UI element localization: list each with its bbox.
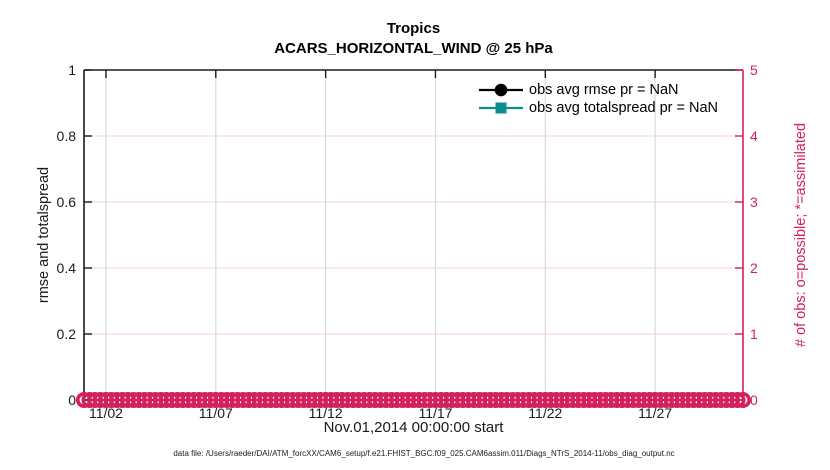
obs-count-marker — [729, 391, 746, 408]
obs-count-marker — [734, 391, 751, 408]
y-right-tick-label: 3 — [750, 194, 758, 210]
y-left-tick-label: 1 — [68, 62, 76, 78]
circle-marker-icon — [494, 83, 508, 97]
x-tick-label: 11/22 — [528, 405, 563, 421]
y-left-tick-label: 0.2 — [56, 326, 76, 342]
plot-variable-title: ACARS_HORIZONTAL_WIND @ 25 hPa — [274, 40, 553, 57]
x-tick-label: 11/27 — [638, 405, 673, 421]
rmse-marker-icon — [479, 83, 523, 97]
y-left-tick-label: 0 — [68, 392, 76, 408]
y-right-tick-label: 0 — [750, 392, 758, 408]
y-left-tick-label: 0.8 — [56, 128, 76, 144]
x-tick-label: 11/17 — [418, 405, 453, 421]
totalspread-marker-icon — [479, 102, 523, 114]
square-marker-icon — [495, 102, 507, 114]
y-right-tick-label: 4 — [750, 128, 758, 144]
y-left-axis-label: rmse and totalspread — [36, 166, 52, 304]
y-right-axis-label: # of obs: o=possible; *=assimilated — [793, 122, 809, 348]
y-right-tick-label: 2 — [750, 260, 758, 276]
plot-region-title: Tropics — [386, 20, 441, 37]
x-tick-label: 11/07 — [198, 405, 233, 421]
x-axis-label: Nov.01,2014 00:00:00 start — [323, 419, 504, 436]
legend-item-rmse: obs avg rmse pr = NaN — [477, 81, 679, 99]
legend-label-totalspread: obs avg totalspread pr = NaN — [529, 100, 719, 116]
y-left-tick-label: 0.6 — [56, 194, 76, 210]
data-file-footer: data file: /Users/raeder/DAI/ATM_forcXX/… — [173, 449, 675, 458]
x-tick-label: 11/12 — [308, 405, 343, 421]
legend-item-totalspread: obs avg totalspread pr = NaN — [477, 99, 718, 117]
y-left-tick-label: 0.4 — [56, 260, 76, 276]
legend-label-rmse: obs avg rmse pr = NaN — [529, 82, 679, 98]
x-tick-label: 11/02 — [88, 405, 123, 421]
y-right-tick-label: 5 — [750, 62, 758, 78]
y-right-tick-label: 1 — [750, 326, 758, 342]
